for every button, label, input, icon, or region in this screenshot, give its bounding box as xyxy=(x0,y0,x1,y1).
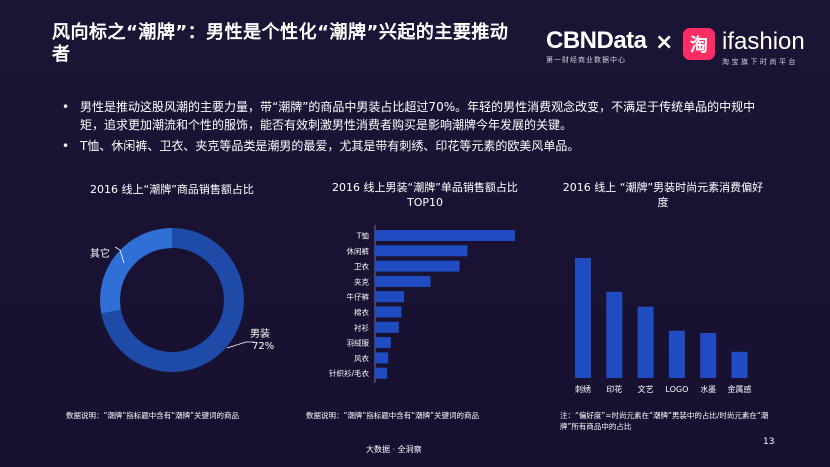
column-bar xyxy=(575,258,591,378)
bar-chart-title: 2016 线上男装“潮牌”单品销售额占比TOP10 xyxy=(332,181,518,209)
hbar-category-label: 休闲裤 xyxy=(347,246,370,256)
column-category-label: 刺绣 xyxy=(575,384,591,394)
column-bar xyxy=(731,351,748,378)
hbar-category-label: 羽绒服 xyxy=(347,338,370,348)
hbar-bar xyxy=(375,291,405,303)
tmall-icon: 淘 xyxy=(683,28,715,60)
footer-brand: 大数据 · 全洞察 xyxy=(366,445,422,454)
column-bar xyxy=(668,330,685,378)
donut-label: 男装 72% xyxy=(250,327,274,352)
ifashion-logo: ifashion 淘宝旗下时尚平台 xyxy=(722,30,805,67)
page-number: 13 xyxy=(763,437,775,447)
donut-slice xyxy=(100,228,172,314)
hbar-category-label: 棉衣 xyxy=(354,307,369,317)
column-category-label: 金属感 xyxy=(728,384,752,394)
bullet-list: 男性是推动这股风潮的主要力量，带“潮牌”的商品中男装占比超过70%。年轻的男性消… xyxy=(58,98,778,158)
donut-label: 其它 xyxy=(90,247,110,260)
hbar-category-label: T恤 xyxy=(356,231,370,241)
donut-chart-title: 2016 线上“潮牌”商品销售额占比 xyxy=(90,183,254,196)
hbar-bar xyxy=(375,275,431,287)
hbar-category-label: 衬衫 xyxy=(354,322,369,332)
ifashion-logo-subtitle: 淘宝旗下时尚平台 xyxy=(722,58,798,66)
column-category-label: 印花 xyxy=(606,384,622,394)
ifashion-logo-text: ifashion xyxy=(722,28,805,55)
hbar-bar xyxy=(375,367,388,379)
times-icon: × xyxy=(655,30,674,55)
column-chart-title: 2016 线上 “潮牌”男装时尚元素消费偏好度 xyxy=(562,181,764,209)
column-category-label: LOGO xyxy=(665,385,688,394)
hbar-bar xyxy=(375,352,389,364)
hbar-bar xyxy=(375,230,515,241)
hbar-bar xyxy=(375,321,399,333)
column-bar xyxy=(606,291,623,378)
bullet-item: 男性是推动这股风潮的主要力量，带“潮牌”的商品中男装占比超过70%。年轻的男性消… xyxy=(58,98,778,134)
hbar-category-label: 卫衣 xyxy=(354,261,369,271)
donut-chart-note: 数据说明：“潮牌”指标题中含有“潮牌”关键词的商品 xyxy=(66,411,240,420)
hbar-category-label: 牛仔裤 xyxy=(347,292,370,302)
hbar-category-label: 针织衫/毛衣 xyxy=(329,368,370,378)
donut-chart: 男装 72% 其它 xyxy=(90,228,274,372)
hbar-bar xyxy=(375,306,402,318)
bullet-item: T恤、休闲裤、卫衣、夹克等品类是潮男的最爱，尤其是带有刺绣、印花等元素的欧美风单… xyxy=(58,137,778,155)
hbar-bar xyxy=(375,260,460,272)
page-title: 风向标之“潮牌”：男性是个性化“潮牌”兴起的主要推动者 xyxy=(52,22,509,65)
cbndata-logo-text: CBNData xyxy=(546,27,647,54)
cbndata-logo: CBNData 第一财经商业数据中心 xyxy=(546,28,647,65)
cbndata-logo-subtitle: 第一财经商业数据中心 xyxy=(546,56,626,64)
hbar-bar xyxy=(375,245,468,257)
column-chart-note: 注：“偏好度”=时尚元素在“潮牌”男装中的占比/时尚元素在“潮牌”所有商品中的占… xyxy=(560,411,769,431)
hbar-category-label: 风衣 xyxy=(354,353,369,363)
hbar-bar xyxy=(375,337,391,349)
column-category-label: 文艺 xyxy=(638,384,654,394)
column-chart: 刺绣 印花 文艺 LOGO 水墨 金属感 xyxy=(575,258,752,394)
donut-leader-line xyxy=(226,341,254,349)
column-bar xyxy=(700,333,717,378)
bar-chart-note: 数据说明：“潮牌”指标题中含有“潮牌”关键词的商品 xyxy=(306,411,480,420)
column-bar xyxy=(637,306,654,378)
column-category-label: 水墨 xyxy=(700,384,716,394)
hbar-category-label: 夹克 xyxy=(354,276,369,286)
donut-leader-line xyxy=(114,246,125,264)
